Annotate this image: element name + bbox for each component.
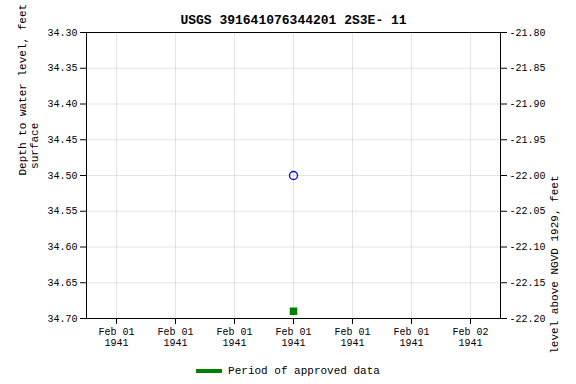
svg-text:34.45: 34.45 — [47, 135, 77, 146]
svg-text:34.70: 34.70 — [47, 314, 77, 325]
svg-text:-22.15: -22.15 — [510, 278, 546, 289]
svg-text:Feb 011941: Feb 011941 — [334, 327, 370, 349]
svg-text:Feb 011941: Feb 011941 — [216, 327, 252, 349]
svg-text:34.60: 34.60 — [47, 242, 77, 253]
svg-text:-22.20: -22.20 — [510, 314, 546, 325]
svg-text:34.30: 34.30 — [47, 28, 77, 39]
svg-text:Depth to water level, feet bel: Depth to water level, feet below land su… — [17, 0, 41, 176]
svg-text:34.55: 34.55 — [47, 206, 77, 217]
svg-text:34.50: 34.50 — [47, 171, 77, 182]
svg-text:Groundwater level above NGVD 1: Groundwater level above NGVD 1929, feet — [549, 176, 561, 361]
html-text:Period of approved data: Period of approved data — [228, 365, 380, 377]
svg-text:34.65: 34.65 — [47, 278, 77, 289]
svg-text:Feb 011941: Feb 011941 — [393, 327, 429, 349]
svg-text:-21.90: -21.90 — [510, 99, 546, 110]
svg-text:-22.10: -22.10 — [510, 242, 546, 253]
svg-text:34.40: 34.40 — [47, 99, 77, 110]
svg-text:-21.95: -21.95 — [510, 135, 546, 146]
svg-text:-21.80: -21.80 — [510, 28, 546, 39]
svg-text:Feb 011941: Feb 011941 — [98, 327, 134, 349]
svg-text:34.35: 34.35 — [47, 63, 77, 74]
svg-text:Feb 011941: Feb 011941 — [157, 327, 193, 349]
svg-text:USGS 391641076344201 2S3E- 11: USGS 391641076344201 2S3E- 11 — [180, 13, 406, 28]
svg-text:-22.00: -22.00 — [510, 171, 546, 182]
svg-text:-21.85: -21.85 — [510, 63, 546, 74]
svg-text:Feb 021941: Feb 021941 — [452, 327, 488, 349]
svg-text:Feb 011941: Feb 011941 — [275, 327, 311, 349]
svg-text:-22.05: -22.05 — [510, 206, 546, 217]
